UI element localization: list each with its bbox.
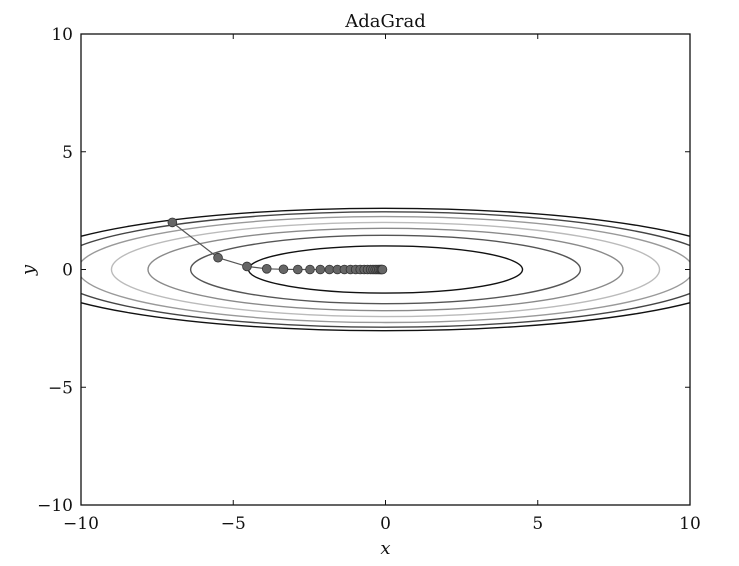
- contour-line-5: [81, 211, 690, 328]
- contour-line-1: [189, 234, 582, 305]
- y-tick-label-0: −10: [37, 496, 73, 516]
- path-point-5: [293, 264, 303, 275]
- tick-marks: [80, 33, 691, 506]
- y-axis-title: y: [18, 264, 39, 276]
- path-point-23: [377, 264, 388, 275]
- contour-line-3: [110, 221, 661, 318]
- path-point-2: [242, 261, 252, 272]
- path-point-7: [315, 264, 326, 275]
- optimizer-path: [167, 217, 388, 275]
- x-tick-label-0: −10: [63, 514, 99, 534]
- path-point-3: [261, 263, 272, 274]
- x-axis-title: x: [380, 538, 390, 559]
- contour-line-6: [81, 207, 690, 332]
- contour-line-4: [81, 215, 690, 324]
- path-point-4: [278, 264, 289, 275]
- y-tick-label-3: 5: [62, 143, 73, 163]
- path-line: [171, 221, 383, 271]
- y-tick-label-2: 0: [62, 261, 73, 281]
- x-tick-label-3: 5: [532, 514, 543, 534]
- y-tick-label-1: −5: [48, 378, 73, 398]
- x-tick-label-2: 0: [380, 514, 391, 534]
- path-point-6: [305, 264, 315, 275]
- contour-line-2: [147, 227, 624, 312]
- x-tick-label-4: 10: [679, 514, 701, 534]
- x-tick-label-1: −5: [221, 514, 246, 534]
- path-point-0: [167, 217, 178, 228]
- y-tick-label-4: 10: [51, 25, 73, 45]
- chart-title: AdaGrad: [344, 11, 426, 32]
- contour-layer: [81, 207, 690, 332]
- tick-labels: −10 −5 0 5 10 −10 −5 0 5 10: [37, 25, 701, 534]
- path-point-8: [324, 264, 335, 275]
- path-point-1: [213, 252, 223, 263]
